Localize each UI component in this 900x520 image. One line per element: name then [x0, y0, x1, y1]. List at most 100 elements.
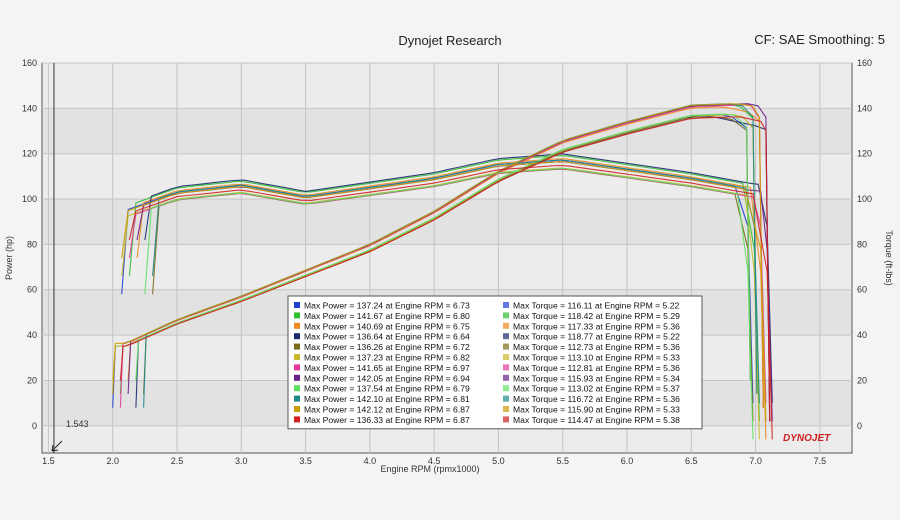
band [43, 199, 851, 245]
x-axis-label: Engine RPM (rpmx1000) [380, 464, 479, 474]
legend-power-entry: Max Power = 141.65 at Engine RPM = 6.97 [304, 363, 470, 373]
legend-power-entry: Max Power = 142.10 at Engine RPM = 6.81 [304, 394, 470, 404]
x-axis: 1.5 2.0 2.5 3.0 3.5 4.0 4.5 5.0 5.5 6.0 6.5 7.0 7.5 [42, 456, 826, 466]
legend-power-entry: Max Power = 140.69 at Engine RPM = 6.75 [304, 321, 470, 331]
power-curve [112, 103, 764, 408]
legend-swatch [294, 395, 300, 402]
dynojet-logo: DYNOJET [783, 433, 831, 444]
legend-power-entry: Max Power = 142.05 at Engine RPM = 6.94 [304, 373, 470, 383]
x-tick-label: 6.0 [621, 456, 634, 466]
legend-torque-entry: Max Torque = 118.77 at Engine RPM = 5.22 [513, 332, 680, 342]
y-axis-left: 0 20 40 60 80 100 120 140 160 [22, 58, 37, 431]
legend-power-entry: Max Power = 142.12 at Engine RPM = 6.87 [304, 405, 470, 415]
legend-swatch [503, 406, 509, 412]
y-tick-label-left: 20 [27, 375, 37, 385]
y-tick-label-right: 40 [857, 330, 867, 340]
legend-box [287, 295, 703, 430]
band [43, 108, 851, 154]
x-tick-label: 7.0 [749, 456, 762, 466]
x-tick-label: 4.0 [364, 456, 377, 466]
legend-torque-entry: Max Torque = 112.81 at Engine RPM = 5.36 [513, 363, 680, 373]
legend-swatch [294, 364, 300, 371]
legend-swatch [503, 322, 509, 329]
legend-torque-entry: Max Torque = 113.10 at Engine RPM = 5.33 [513, 353, 680, 363]
x-tick-label: 3.0 [235, 456, 248, 466]
legend-swatch [294, 343, 300, 350]
x-tick-label: 6.5 [685, 456, 698, 466]
legend-swatch [294, 374, 300, 381]
legend-power-entry: Max Power = 136.64 at Engine RPM = 6.64 [304, 332, 470, 342]
torque-curve [128, 164, 773, 440]
y-tick-label-right: 160 [857, 58, 872, 68]
legend-power-entry: Max Power = 136.26 at Engine RPM = 6.72 [304, 342, 470, 352]
y-tick-label-right: 120 [857, 149, 872, 159]
x-tick-label: 7.5 [814, 456, 827, 466]
legend-power-entry: Max Power = 136.33 at Engine RPM = 6.87 [304, 415, 470, 425]
legend-torque-entry: Max Torque = 116.72 at Engine RPM = 5.36 [513, 394, 680, 404]
torque-curve [121, 161, 767, 422]
legend-swatch [503, 416, 509, 423]
legend-swatch [503, 302, 509, 308]
power-curve [119, 116, 771, 422]
torque-curve [128, 155, 760, 422]
x-tick-label: 4.5 [428, 456, 441, 466]
x-tick-label: 2.0 [106, 456, 119, 466]
legend-swatch [294, 333, 300, 340]
y-tick-label-right: 140 [857, 103, 872, 113]
y-tick-label-left: 60 [27, 285, 37, 295]
legend-torque-entry: Max Torque = 112.73 at Engine RPM = 5.36 [513, 342, 680, 352]
x-tick-label: 2.5 [171, 456, 184, 466]
legend-swatch [294, 416, 300, 423]
y-tick-label-left: 160 [22, 58, 37, 68]
y-tick-label-right: 80 [857, 239, 867, 249]
power-curve [135, 113, 751, 381]
y-tick-label-left: 40 [27, 330, 37, 340]
legend-swatch [503, 385, 509, 392]
y-axis-label-left: Power (hp) [4, 236, 14, 280]
legend-torque-entry: Max Torque = 115.93 at Engine RPM = 5.34 [513, 373, 680, 383]
legend-swatch [503, 364, 509, 371]
legend-swatch [294, 322, 300, 329]
legend-swatch [503, 333, 509, 340]
legend-torque-entry: Max Torque = 115.90 at Engine RPM = 5.33 [513, 405, 680, 415]
legend-swatch [503, 374, 509, 381]
curves [112, 103, 773, 440]
y-tick-label-right: 60 [857, 285, 867, 295]
y-tick-label-right: 0 [857, 421, 862, 431]
legend-power-entry: Max Power = 137.24 at Engine RPM = 6.73 [304, 301, 470, 311]
x-tick-label: 5.0 [492, 456, 505, 466]
legend-torque-entry: Max Torque = 118.42 at Engine RPM = 5.29 [513, 311, 680, 321]
correction-settings: CF: SAE Smoothing: 5 [754, 32, 885, 47]
legend-power-entry: Max Power = 137.54 at Engine RPM = 6.79 [304, 384, 470, 394]
torque-curve [136, 158, 767, 440]
chart-title: Dynojet Research [398, 33, 502, 48]
x-tick-label: 1.5 [42, 456, 55, 466]
y-axis-right: 0 20 40 60 80 100 120 140 160 [857, 58, 872, 431]
legend: Max Power = 137.24 at Engine RPM = 6.73 M… [287, 295, 703, 430]
y-axis-label-right: Torque (ft-lbs) [884, 230, 894, 286]
x-tick-label: 5.5 [556, 456, 569, 466]
legend-swatch [294, 312, 300, 319]
y-tick-label-left: 100 [22, 194, 37, 204]
legend-swatch [503, 354, 509, 360]
legend-swatch [294, 302, 300, 308]
y-tick-label-left: 0 [32, 421, 37, 431]
legend-swatch [294, 406, 300, 412]
torque-curve [144, 167, 754, 440]
y-tick-label-left: 120 [22, 149, 37, 159]
legend-torque-entry: Max Torque = 113.02 at Engine RPM = 5.37 [513, 384, 680, 394]
torque-curve [144, 153, 773, 404]
legend-torque-entry: Max Torque = 117.33 at Engine RPM = 5.36 [513, 321, 680, 331]
legend-swatch [503, 343, 509, 350]
legend-power-entry: Max Power = 141.67 at Engine RPM = 6.80 [304, 311, 470, 321]
legend-swatch [294, 354, 300, 360]
legend-torque-entry: Max Torque = 114.47 at Engine RPM = 5.38 [513, 415, 680, 425]
y-tick-label-left: 140 [22, 103, 37, 113]
legend-swatch [294, 385, 300, 392]
torque-curve [152, 159, 760, 404]
y-tick-label-right: 100 [857, 194, 872, 204]
legend-power-entry: Max Power = 137.23 at Engine RPM = 6.82 [304, 353, 470, 363]
cursor-line[interactable]: 1.543 [51, 63, 89, 453]
x-tick-label: 3.5 [299, 456, 312, 466]
